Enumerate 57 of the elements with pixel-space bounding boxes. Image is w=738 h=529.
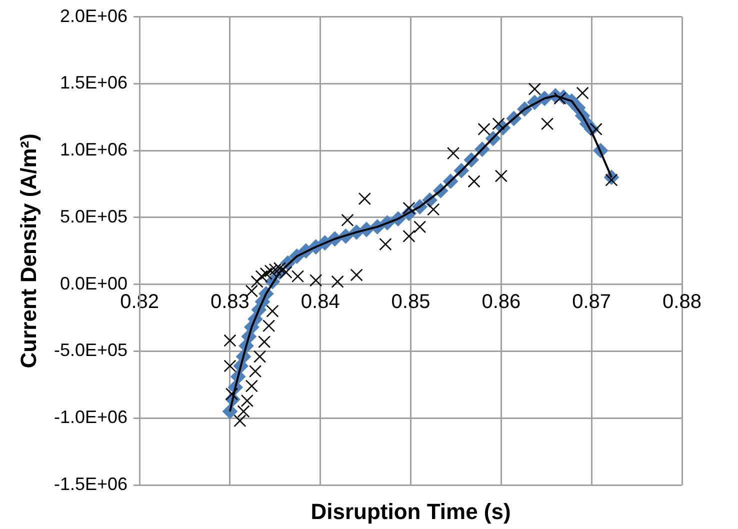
x-tick-label: 0.85 (391, 290, 430, 313)
point (260, 267, 272, 280)
point (494, 170, 508, 182)
point (273, 262, 286, 275)
point (250, 275, 264, 288)
point (225, 388, 238, 400)
y-tick-label: -5.0E+05 (54, 340, 128, 360)
y-tick-label: 1.5E+06 (60, 72, 128, 93)
point (427, 203, 440, 216)
x-tick-label: 0.84 (300, 290, 340, 313)
x-tick-label: 0.83 (210, 290, 250, 313)
y-tick-label: 1.0E+06 (60, 140, 128, 160)
point (576, 86, 589, 100)
point (358, 192, 371, 206)
point (540, 118, 554, 130)
point (468, 175, 480, 188)
point (268, 263, 282, 276)
point (234, 414, 246, 428)
point (291, 270, 304, 283)
point (350, 268, 363, 282)
x-tick-label: 0.88 (662, 290, 702, 313)
point (379, 238, 392, 251)
point (590, 122, 602, 136)
point (402, 202, 416, 214)
point (414, 220, 426, 234)
point (224, 360, 236, 372)
y-tick-label: 5.0E+05 (60, 206, 128, 226)
point (264, 264, 277, 278)
point (331, 275, 344, 288)
point (253, 350, 266, 363)
x-axis-title: Disruption Time (s) (310, 499, 511, 524)
point (341, 214, 354, 226)
y-tick-label: 2.0E+06 (60, 6, 128, 26)
point (280, 266, 292, 279)
point (446, 146, 460, 160)
point (262, 320, 276, 332)
point (492, 118, 505, 130)
point (605, 174, 618, 186)
point (554, 92, 566, 105)
point (402, 230, 416, 242)
point (478, 122, 490, 136)
y-tick-label: -1.5E+06 (54, 474, 128, 494)
x-tick-label: 0.87 (572, 290, 612, 313)
point (248, 364, 262, 378)
point (255, 270, 268, 283)
point (245, 380, 258, 392)
y-tick-label: -1.0E+06 (54, 407, 128, 428)
point (258, 336, 271, 348)
point (237, 405, 250, 418)
point (224, 334, 236, 347)
point (310, 274, 322, 287)
y-tick-label: 0.0E+00 (60, 273, 128, 294)
point (528, 82, 541, 96)
y-axis-title: Current Density (A/m²) (16, 134, 41, 368)
x-tick-label: 0.86 (482, 290, 521, 313)
point (266, 304, 279, 318)
point (240, 394, 254, 408)
